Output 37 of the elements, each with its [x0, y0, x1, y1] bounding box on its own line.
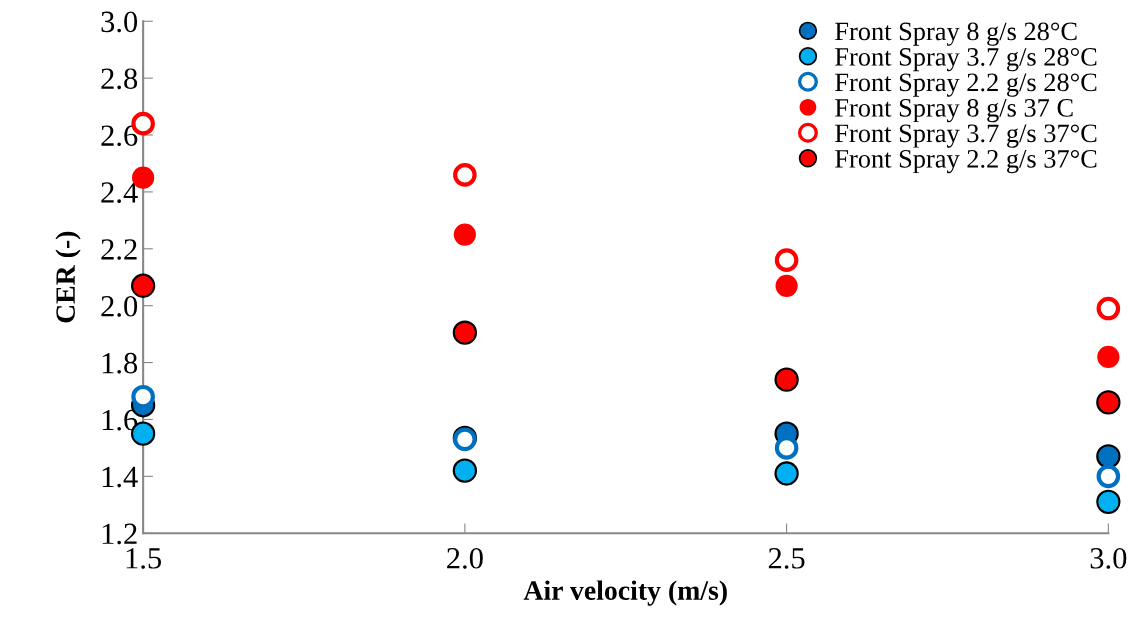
legend-label: Front Spray 8 g/s 37 C [835, 98, 1073, 123]
point [774, 248, 799, 272]
point [453, 223, 476, 246]
point [452, 458, 478, 483]
x-tick-label: 1.5 [126, 548, 162, 569]
point [453, 163, 477, 187]
y-tick-label: 2.2 [101, 239, 137, 260]
y-tick-label: 1.8 [102, 352, 138, 374]
y-tick-label: 2.8 [101, 68, 138, 90]
point [1097, 345, 1120, 368]
y-axis-title: CER (-) [55, 231, 81, 323]
x-tick-label: 3.0 [1090, 548, 1127, 569]
point [1096, 296, 1121, 321]
point [452, 320, 478, 345]
legend-label: Front Spray 3.7 g/s 37°C [835, 124, 1097, 148]
y-tick-label: 2.4 [101, 182, 138, 203]
point [130, 273, 156, 298]
x-tick-label: 2.0 [447, 548, 483, 569]
point [774, 367, 799, 392]
y-tick-label: 1.2 [102, 523, 137, 545]
point [774, 461, 799, 486]
point [1096, 444, 1121, 469]
point [1096, 489, 1121, 515]
y-tick-label: 2.6 [101, 125, 138, 147]
legend-label: Front Spray 8 g/s 28°C [835, 22, 1077, 46]
y-tick-label: 1.4 [102, 466, 138, 488]
legend-label: Front Spray 2.2 g/s 37°C [835, 149, 1097, 174]
point [775, 274, 798, 297]
y-tick-label: 3.0 [101, 11, 138, 33]
x-tick-label: 2.5 [768, 548, 805, 569]
x-axis-title: Air velocity (m/s) [523, 580, 727, 606]
legend-label: Front Spray 2.2 g/s 28°C [835, 73, 1097, 97]
point [774, 436, 799, 460]
point [1096, 464, 1121, 489]
y-tick-label: 2.0 [101, 295, 138, 317]
legend-label: Front Spray 3.7 g/s 28°C [835, 47, 1097, 72]
point [1096, 390, 1121, 415]
